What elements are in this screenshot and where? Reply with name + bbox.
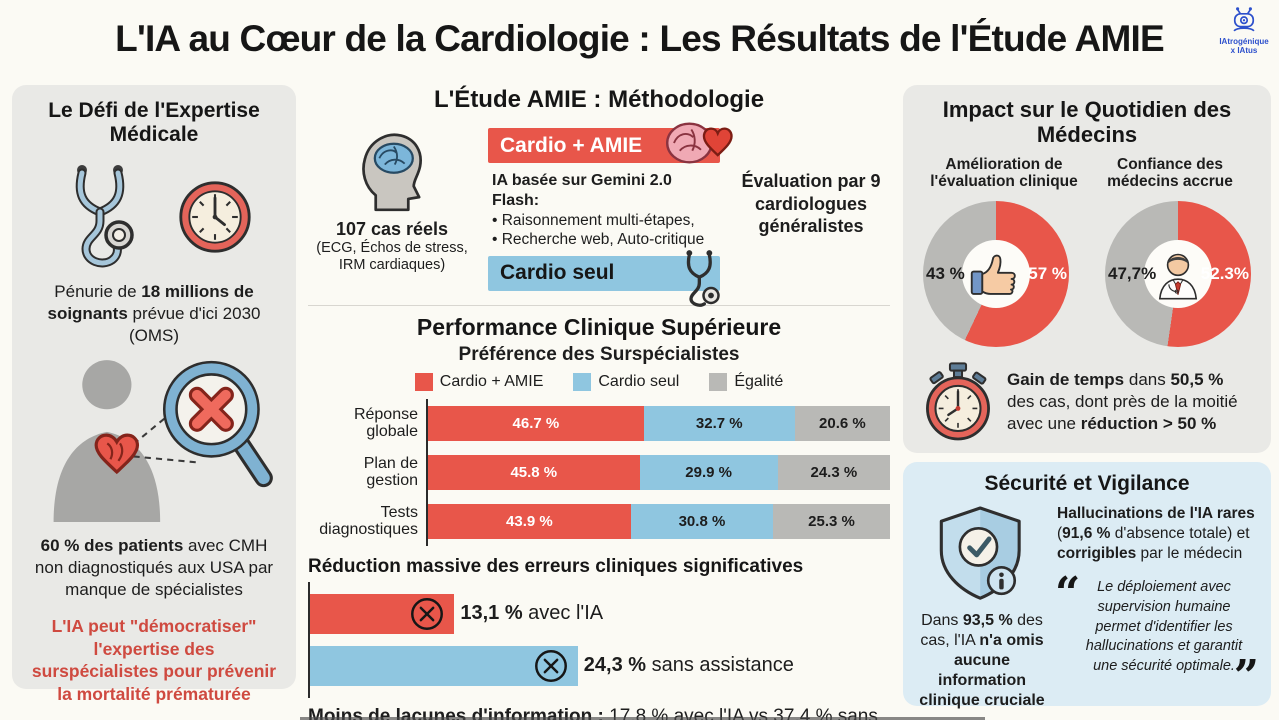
study-arms-block: Cardio + AMIE IA basée sur Gemini 2.0 Fl… <box>488 122 733 307</box>
bar-segment-ai: 45.8 % <box>428 454 640 490</box>
bottom-edge-line <box>300 717 985 720</box>
impact-panel: Impact sur le Quotidien des Médecins Amé… <box>903 85 1271 453</box>
cases-detail: (ECG, Échos de stress, IRM cardiaques) <box>316 240 468 274</box>
stopwatch-icon <box>926 362 990 441</box>
chart-row-global: Réponse globale 46.7 % 32.7 % 20.6 % <box>308 398 890 448</box>
challenge-icons <box>28 161 280 273</box>
safety-panel: Sécurité et Vigilance Dans 93,5 % des ca… <box>903 462 1271 709</box>
chart-legend: Cardio + AMIE Cardio seul Égalité <box>308 372 890 391</box>
arm-ai-banner: Cardio + AMIE <box>488 122 733 164</box>
error-circle-x-icon <box>532 647 570 685</box>
methodology-title: L'Étude AMIE : Méthodologie <box>433 86 765 113</box>
methodology-performance-section: L'Étude AMIE : Méthodologie 107 cas réel… <box>308 86 890 720</box>
impact-title: Impact sur le Quotidien des Médecins <box>942 97 1232 148</box>
information-gaps-text: Moins de lacunes d'information : 17,8 % … <box>308 705 878 720</box>
stethoscope-small-icon <box>686 249 720 307</box>
errors-label-ai: 13,1 % avec l'IA <box>460 602 604 625</box>
arm-ai-label: Cardio + AMIE <box>500 133 643 157</box>
errors-chart: 13,1 % avec l'IA 24,3 % sans assistance <box>308 581 890 698</box>
legend-swatch-blue <box>573 372 592 391</box>
errors-row-ai: 13,1 % avec l'IA <box>310 590 890 638</box>
legend-swatch-red <box>414 372 433 391</box>
bar-segment-ai: 43.9 % <box>428 503 631 539</box>
bar-segment-tie: 20.6 % <box>794 405 890 441</box>
shield-check-icon <box>939 506 1021 600</box>
preference-chart: Réponse globale 46.7 % 32.7 % 20.6 % Pla… <box>308 398 890 546</box>
ai-basis-bullet-1: • Raisonnement multi-étapes, <box>492 212 695 229</box>
bar-segment-tie: 24.3 % <box>777 454 890 490</box>
legend-swatch-gray <box>709 372 728 391</box>
expert-quote: Le déploiement avec supervision humaine … <box>1055 564 1259 706</box>
brand-logo-text: IAtrogénique x IAtus <box>1219 37 1269 55</box>
challenge-panel: Le Défi de l'Expertise Médicale <box>12 85 296 704</box>
arm-control-banner: Cardio seul <box>488 249 720 307</box>
chart-row-tests: Tests diagnostiques 43.9 % 30.8 % 25.3 % <box>308 496 890 546</box>
legend-item-control: Cardio seul <box>573 372 679 391</box>
ai-basis-block: IA basée sur Gemini 2.0 Flash: • Raisonn… <box>492 171 720 250</box>
patients-text: 60 % des patients avec CMH non diagnosti… <box>34 535 274 599</box>
errors-bar-control <box>310 645 578 686</box>
time-saving-block: Gain de temps dans 50,5 % des cas, dont … <box>921 361 1253 443</box>
donut-title-evaluation: Amélioration de l'évaluation clinique <box>930 155 1078 191</box>
errors-row-control: 24,3 % sans assistance <box>310 642 890 690</box>
stethoscope-icon <box>75 165 134 268</box>
shortage-text: Pénurie de 18 millions de soignants prév… <box>47 282 261 346</box>
donut-title-confidence: Confiance des médecins accrue <box>1107 155 1233 191</box>
time-saving-text: Gain de temps dans 50,5 % des cas, dont … <box>1007 370 1238 434</box>
errors-label-control: 24,3 % sans assistance <box>583 654 794 677</box>
doctor-icon <box>1158 253 1198 300</box>
errors-title: Réduction massive des erreurs cliniques … <box>308 555 804 577</box>
cases-block: 107 cas réels (ECG, Échos de stress, IRM… <box>308 128 476 275</box>
thumbs-up-icon <box>970 254 1016 296</box>
head-brain-icon <box>362 133 422 212</box>
hallucinations-text: Hallucinations de l'IA rares (91,6 % d'a… <box>1057 505 1255 563</box>
evaluation-note: Évaluation par 9 cardiologues généralist… <box>741 171 881 236</box>
omission-text: Dans 93,5 % des cas, l'IA n'a omis aucun… <box>919 612 1045 709</box>
ai-basis-bullet-2: • Recherche web, Auto-critique <box>492 231 705 249</box>
donut-chart-confidence: 47,7% 52.3% <box>1105 201 1251 348</box>
legend-item-ai: Cardio + AMIE <box>414 372 543 391</box>
bar-segment-ai: 46.7 % <box>428 405 644 441</box>
cases-count: 107 cas réels <box>335 219 449 239</box>
donut2-gray-label: 47,7% <box>1108 264 1157 284</box>
bar-segment-control: 30.8 % <box>630 503 774 539</box>
error-circle-x-icon <box>408 595 446 633</box>
bar-segment-control: 32.7 % <box>643 405 795 441</box>
safety-title: Sécurité et Vigilance <box>984 472 1190 495</box>
bar-segment-tie: 25.3 % <box>773 503 890 539</box>
section-divider <box>308 304 890 306</box>
donut-chart-evaluation: 43 % 57 % <box>923 201 1069 348</box>
clock-icon <box>179 181 251 253</box>
brand-logo: IAtrogénique x IAtus <box>1215 6 1273 56</box>
donut1-gray-label: 43 % <box>926 264 965 284</box>
brain-heart-icon <box>666 122 733 164</box>
arm-control-label: Cardio seul <box>500 261 615 285</box>
legend-item-tie: Égalité <box>709 372 783 391</box>
performance-title: Performance Clinique Supérieure <box>416 313 782 340</box>
methodology-row: 107 cas réels (ECG, Échos de stress, IRM… <box>308 122 890 307</box>
conclusion-text: L'IA peut "démocratiser" l'expertise des… <box>31 615 277 705</box>
challenge-title: Le Défi de l'Expertise Médicale <box>48 99 260 147</box>
ai-basis-title: IA basée sur Gemini 2.0 Flash: <box>492 172 672 209</box>
performance-subtitle: Préférence des Surspécialistes <box>458 343 740 365</box>
donut1-red-label: 57 % <box>1028 264 1067 284</box>
robot-logo-icon <box>1233 7 1255 32</box>
chart-row-plan: Plan de gestion 45.8 % 29.9 % 24.3 % <box>308 447 890 497</box>
donut2-red-label: 52.3% <box>1200 264 1249 284</box>
undiagnosed-patient-icon <box>53 359 273 522</box>
page-title: L'IA au Cœur de la Cardiologie : Les Rés… <box>115 18 1164 59</box>
bar-segment-control: 29.9 % <box>639 454 778 490</box>
